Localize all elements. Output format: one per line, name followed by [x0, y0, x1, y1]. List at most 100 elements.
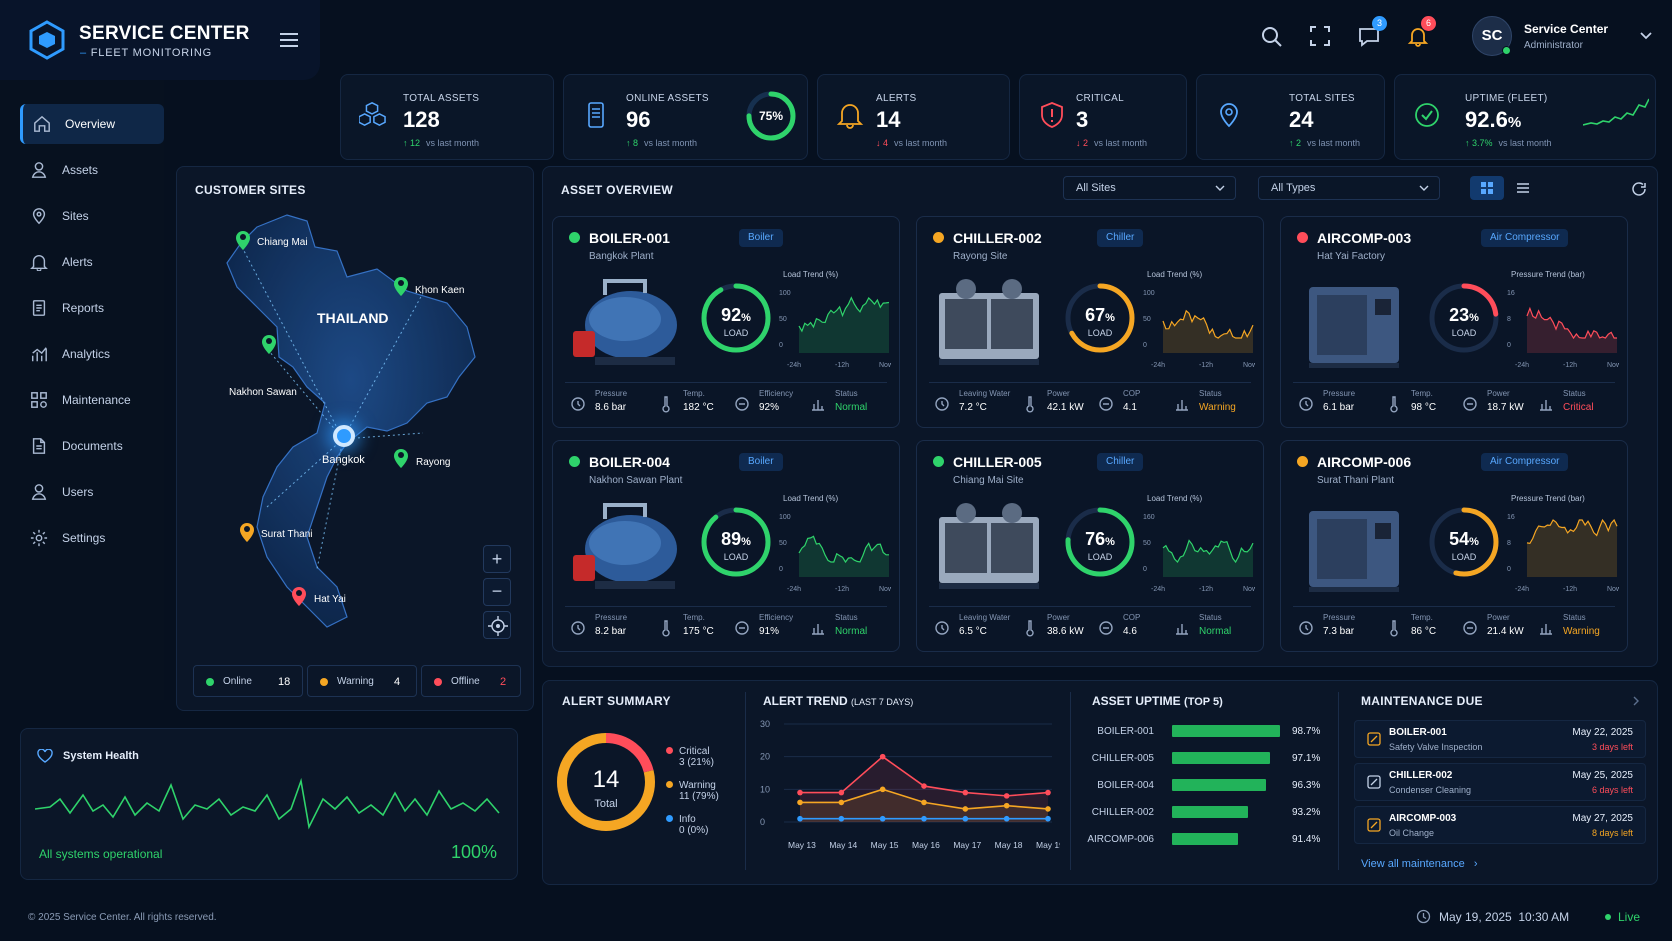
asset-overview-title: ASSET OVERVIEW [561, 183, 674, 197]
online-ring-arc [746, 91, 796, 141]
sidebar-item-documents[interactable]: Documents [20, 426, 164, 466]
asset-card[interactable]: CHILLER-002 Rayong Site Chiller 67% LOAD Load… [916, 216, 1264, 428]
asset-site: Chiang Mai Site [953, 475, 1024, 486]
map-pin-icon[interactable] [393, 447, 409, 469]
sidebar-item-maintenance[interactable]: Maintenance [20, 380, 164, 420]
location-icon [1220, 103, 1238, 128]
trend-title: Pressure Trend (bar) [1511, 270, 1585, 279]
bar-category-label: AIRCOMP-006 [1087, 834, 1154, 845]
status-icon [1176, 400, 1188, 411]
map-pin-icon[interactable] [235, 229, 251, 251]
trend-mini-chart: 16 8 0 -24h -12h Now [1507, 514, 1619, 593]
bell-icon[interactable] [1407, 25, 1429, 47]
asset-type-badge: Chiller [1097, 453, 1144, 471]
sidebar-item-reports[interactable]: Reports [20, 288, 164, 328]
kpi-delta-wrap: ↑ 3.7% vs last month [1465, 138, 1552, 148]
maintenance-icon [31, 392, 47, 408]
asset-name: CHILLER-005 [953, 454, 1042, 470]
assets-icon [31, 162, 47, 178]
maintenance-item[interactable]: BOILER-001 Safety Valve Inspection May 22,… [1354, 720, 1646, 758]
asset-card[interactable]: AIRCOMP-006 Surat Thani Plant Air Compress… [1280, 440, 1628, 652]
type-filter-select[interactable]: All Types [1258, 176, 1440, 200]
asset-name: BOILER-001 [589, 230, 670, 246]
view-all-maintenance-link[interactable]: View all maintenance › [1361, 858, 1478, 870]
y-tick-label: 8 [1507, 540, 1511, 547]
alert-trend-chart: 30 20 10 0 May 13 May 14 May 15 May 16 May 17 May… [760, 719, 1060, 850]
data-point [797, 799, 803, 806]
sidebar-item-users[interactable]: Users [20, 472, 164, 512]
kpi-label: ALERTS [876, 93, 917, 104]
hq-marker[interactable] [333, 425, 355, 447]
kpi-label: TOTAL ASSETS [403, 93, 480, 104]
pressure-icon [571, 621, 585, 635]
map-pin-icon[interactable] [393, 275, 409, 297]
map-pin-icon[interactable] [239, 521, 255, 543]
data-point [1003, 793, 1010, 799]
alert-legend-info: Info 0 (0%) [666, 814, 708, 836]
kpi-total-sites: TOTAL SITES 24 ↑ 2 vs last month [1196, 74, 1385, 160]
sidebar-item-overview[interactable]: Overview [20, 104, 164, 144]
asset-site: Hat Yai Factory [1317, 251, 1385, 262]
menu-icon[interactable] [279, 32, 299, 48]
system-health-title: System Health [63, 750, 139, 762]
asset-card[interactable]: BOILER-004 Nakhon Sawan Plant Boiler 89% LOA… [552, 440, 900, 652]
thailand-map[interactable] [197, 207, 517, 647]
map-pin-icon[interactable] [291, 585, 307, 607]
map-pin-icon[interactable] [261, 333, 277, 355]
status-icon [812, 400, 824, 411]
efficiency-icon [735, 621, 749, 635]
sidebar-item-sites[interactable]: Sites [20, 196, 164, 236]
trend-area [1527, 520, 1617, 577]
y-tick-label: 50 [1143, 540, 1151, 547]
status-dot [569, 456, 580, 467]
kpi-label: TOTAL SITES [1289, 93, 1355, 104]
site-filter-select[interactable]: All Sites [1063, 176, 1236, 200]
x-tick-label: May 19 [1036, 840, 1060, 850]
sidebar-item-label: Documents [62, 439, 123, 453]
sidebar-item-analytics[interactable]: Analytics [20, 334, 164, 374]
maintenance-title: MAINTENANCE DUE [1361, 694, 1483, 708]
fullscreen-icon[interactable] [1310, 26, 1330, 46]
metric-label: Temp. [683, 389, 705, 398]
load-label: LOAD [1451, 552, 1477, 562]
refresh-icon[interactable] [1631, 181, 1647, 197]
data-point [797, 815, 803, 822]
boiler-image [573, 503, 677, 589]
zoom-in-button[interactable]: + [483, 545, 511, 573]
maintenance-item[interactable]: AIRCOMP-003 Oil Change May 27, 2025 8 days … [1354, 806, 1646, 844]
kpi-value: 14 [876, 107, 901, 132]
maintenance-date: May 22, 2025 [1572, 727, 1633, 738]
sidebar-item-alerts[interactable]: Alerts [20, 242, 164, 282]
x-tick-label: -12h [835, 362, 849, 369]
asset-card[interactable]: CHILLER-005 Chiang Mai Site Chiller 76% LOAD… [916, 440, 1264, 652]
metric-label: Pressure [1323, 389, 1356, 398]
marker-label: Chiang Mai [257, 237, 308, 248]
y-tick-label: 20 [760, 752, 770, 762]
grid-view-button[interactable] [1470, 176, 1504, 200]
sidebar-item-assets[interactable]: Assets [20, 150, 164, 190]
view-all-label: View all maintenance [1361, 858, 1465, 870]
trend-area [799, 536, 889, 577]
kpi-suffix: vs last month [1094, 138, 1148, 148]
data-point [962, 815, 969, 822]
y-tick-label: 100 [779, 290, 791, 297]
asset-card[interactable]: AIRCOMP-003 Hat Yai Factory Air Compressor… [1280, 216, 1628, 428]
legend-count: 4 [394, 676, 401, 688]
search-icon[interactable] [1261, 26, 1283, 48]
asset-card[interactable]: BOILER-001 Bangkok Plant Boiler 92% LOAD Load… [552, 216, 900, 428]
user-menu[interactable]: SC Service Center Administrator [1472, 14, 1662, 60]
chevron-right-icon[interactable] [1632, 696, 1640, 706]
maintenance-item[interactable]: CHILLER-002 Condenser Cleaning May 25, 202… [1354, 763, 1646, 801]
asset-site: Nakhon Sawan Plant [589, 475, 683, 486]
zoom-out-button[interactable]: − [483, 578, 511, 606]
locate-button[interactable] [483, 611, 511, 639]
legend-label: Online [223, 676, 252, 687]
metric-label: Efficiency [759, 613, 794, 622]
chat-icon[interactable] [1358, 26, 1380, 48]
sidebar-item-label: Maintenance [62, 393, 131, 407]
sidebar-item-settings[interactable]: Settings [20, 518, 164, 558]
gear-icon [30, 529, 48, 547]
kpi-value: 24 [1289, 107, 1314, 132]
metric-label: Power [1487, 613, 1510, 622]
list-view-button[interactable] [1506, 176, 1540, 200]
